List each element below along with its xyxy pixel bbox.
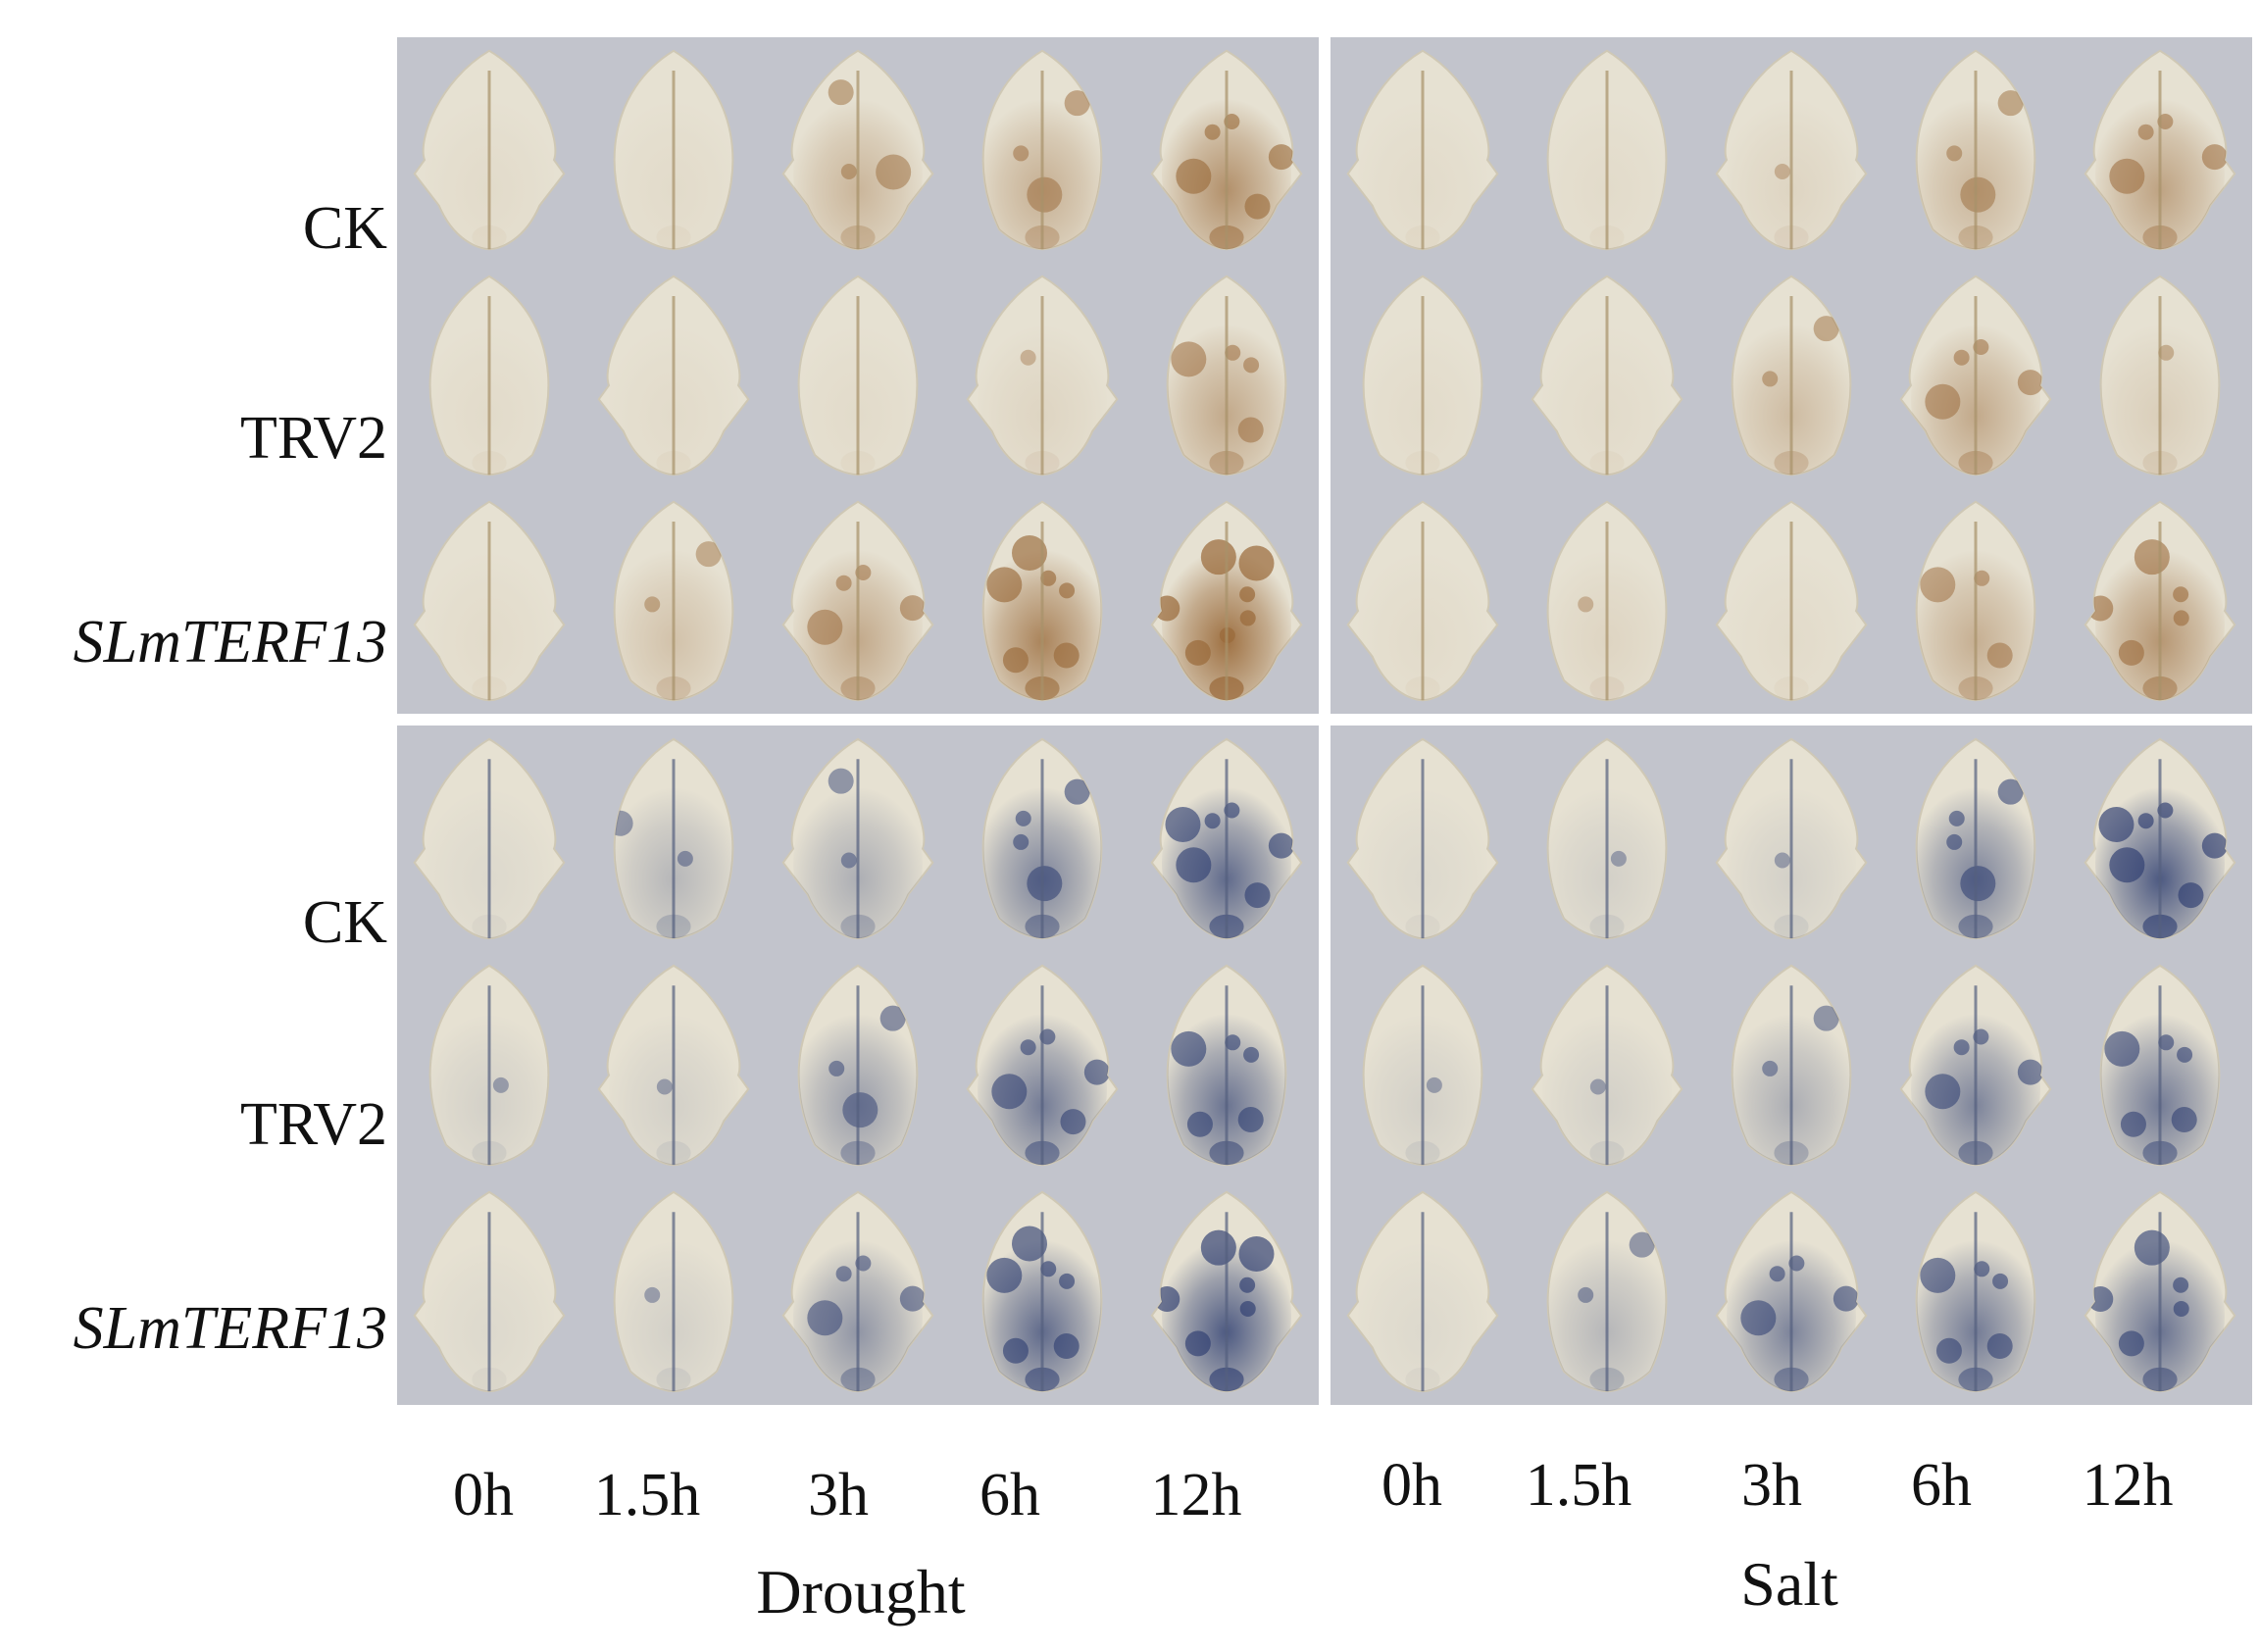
leaf-drought-trv2-2 <box>768 265 948 486</box>
row-label-slmterf13-bottom: SLmTERF13 <box>73 1295 387 1362</box>
leaf-drought-trv2-4 <box>1136 265 1317 486</box>
leaf-staining-photo-grid <box>397 37 2252 1405</box>
leaf-drought-trv2-3 <box>952 265 1132 486</box>
leaf-salt_blue-trv2-0 <box>1332 954 1513 1176</box>
leaf-salt-ck-1 <box>1517 39 1697 261</box>
panel-salt-dab <box>1331 37 2252 714</box>
panel-drought-dab <box>397 37 1319 714</box>
time-label-salt-12h: 12h <box>2082 1452 2174 1519</box>
leaf-salt_blue-slm-1 <box>1517 1180 1697 1403</box>
leaf-drought-ck-4 <box>1136 39 1317 261</box>
leaf-drought-ck-3 <box>952 39 1132 261</box>
leaf-drought-ck-0 <box>399 39 579 261</box>
leaf-drought-ck-2 <box>768 39 948 261</box>
divider-horizontal <box>397 714 2252 726</box>
time-label-drought-3h: 3h <box>808 1462 869 1528</box>
leaf-salt-trv2-1 <box>1517 265 1697 486</box>
row-label-slmterf13-top: SLmTERF13 <box>73 609 387 676</box>
panel-drought-nbt <box>397 726 1319 1405</box>
time-label-salt-0h: 0h <box>1381 1452 1442 1519</box>
leaf-drought_blue-slm-0 <box>399 1180 579 1403</box>
leaf-salt_blue-trv2-2 <box>1701 954 1882 1176</box>
leaf-drought-slm-3 <box>952 490 1132 712</box>
time-label-salt-3h: 3h <box>1741 1452 1802 1519</box>
leaf-salt-ck-4 <box>2070 39 2250 261</box>
row-label-ck-top: CK <box>302 195 387 262</box>
leaf-salt_blue-ck-4 <box>2070 727 2250 950</box>
leaf-salt_blue-ck-2 <box>1701 727 1882 950</box>
leaf-salt-slm-4 <box>2070 490 2250 712</box>
leaf-salt-ck-2 <box>1701 39 1882 261</box>
leaf-drought_blue-ck-0 <box>399 727 579 950</box>
leaf-salt-trv2-0 <box>1332 265 1513 486</box>
condition-label-drought: Drought <box>756 1557 966 1627</box>
leaf-salt_blue-trv2-4 <box>2070 954 2250 1176</box>
leaf-drought_blue-slm-4 <box>1136 1180 1317 1403</box>
leaf-drought-slm-2 <box>768 490 948 712</box>
leaf-drought-trv2-1 <box>583 265 764 486</box>
leaf-drought_blue-trv2-0 <box>399 954 579 1176</box>
leaf-drought-trv2-0 <box>399 265 579 486</box>
row-label-ck-bottom: CK <box>302 889 387 956</box>
leaf-drought_blue-ck-1 <box>583 727 764 950</box>
leaf-salt-slm-2 <box>1701 490 1882 712</box>
leaf-salt-slm-1 <box>1517 490 1697 712</box>
leaf-drought_blue-slm-2 <box>768 1180 948 1403</box>
leaf-salt_blue-ck-0 <box>1332 727 1513 950</box>
leaf-drought_blue-trv2-4 <box>1136 954 1317 1176</box>
leaf-salt_blue-trv2-1 <box>1517 954 1697 1176</box>
leaf-salt_blue-slm-2 <box>1701 1180 1882 1403</box>
leaf-drought_blue-trv2-1 <box>583 954 764 1176</box>
leaf-drought_blue-ck-3 <box>952 727 1132 950</box>
leaf-drought-slm-1 <box>583 490 764 712</box>
time-label-drought-6h: 6h <box>979 1462 1040 1528</box>
leaf-drought_blue-trv2-2 <box>768 954 948 1176</box>
leaf-salt-slm-3 <box>1885 490 2066 712</box>
time-label-salt-6h: 6h <box>1911 1452 1972 1519</box>
leaf-salt-trv2-4 <box>2070 265 2250 486</box>
row-label-trv2-bottom: TRV2 <box>239 1091 387 1158</box>
leaf-salt_blue-slm-0 <box>1332 1180 1513 1403</box>
leaf-salt_blue-ck-1 <box>1517 727 1697 950</box>
time-label-drought-0h: 0h <box>453 1462 514 1528</box>
leaf-drought_blue-slm-3 <box>952 1180 1132 1403</box>
leaf-salt_blue-ck-3 <box>1885 727 2066 950</box>
leaf-drought_blue-ck-4 <box>1136 727 1317 950</box>
leaf-salt-ck-3 <box>1885 39 2066 261</box>
leaf-drought-slm-4 <box>1136 490 1317 712</box>
leaf-salt_blue-slm-4 <box>2070 1180 2250 1403</box>
row-label-trv2-top: TRV2 <box>239 405 387 472</box>
condition-label-salt: Salt <box>1740 1549 1838 1619</box>
leaf-drought-ck-1 <box>583 39 764 261</box>
leaf-drought-slm-0 <box>399 490 579 712</box>
time-label-salt-1-5h: 1.5h <box>1525 1452 1632 1519</box>
time-label-drought-12h: 12h <box>1150 1462 1242 1528</box>
leaf-drought_blue-slm-1 <box>583 1180 764 1403</box>
leaf-salt_blue-slm-3 <box>1885 1180 2066 1403</box>
leaf-salt-trv2-2 <box>1701 265 1882 486</box>
leaf-drought_blue-ck-2 <box>768 727 948 950</box>
leaf-salt-ck-0 <box>1332 39 1513 261</box>
leaf-salt-trv2-3 <box>1885 265 2066 486</box>
panel-salt-nbt <box>1331 726 2252 1405</box>
leaf-salt-slm-0 <box>1332 490 1513 712</box>
time-label-drought-1-5h: 1.5h <box>593 1462 701 1528</box>
leaf-salt_blue-trv2-3 <box>1885 954 2066 1176</box>
leaf-drought_blue-trv2-3 <box>952 954 1132 1176</box>
